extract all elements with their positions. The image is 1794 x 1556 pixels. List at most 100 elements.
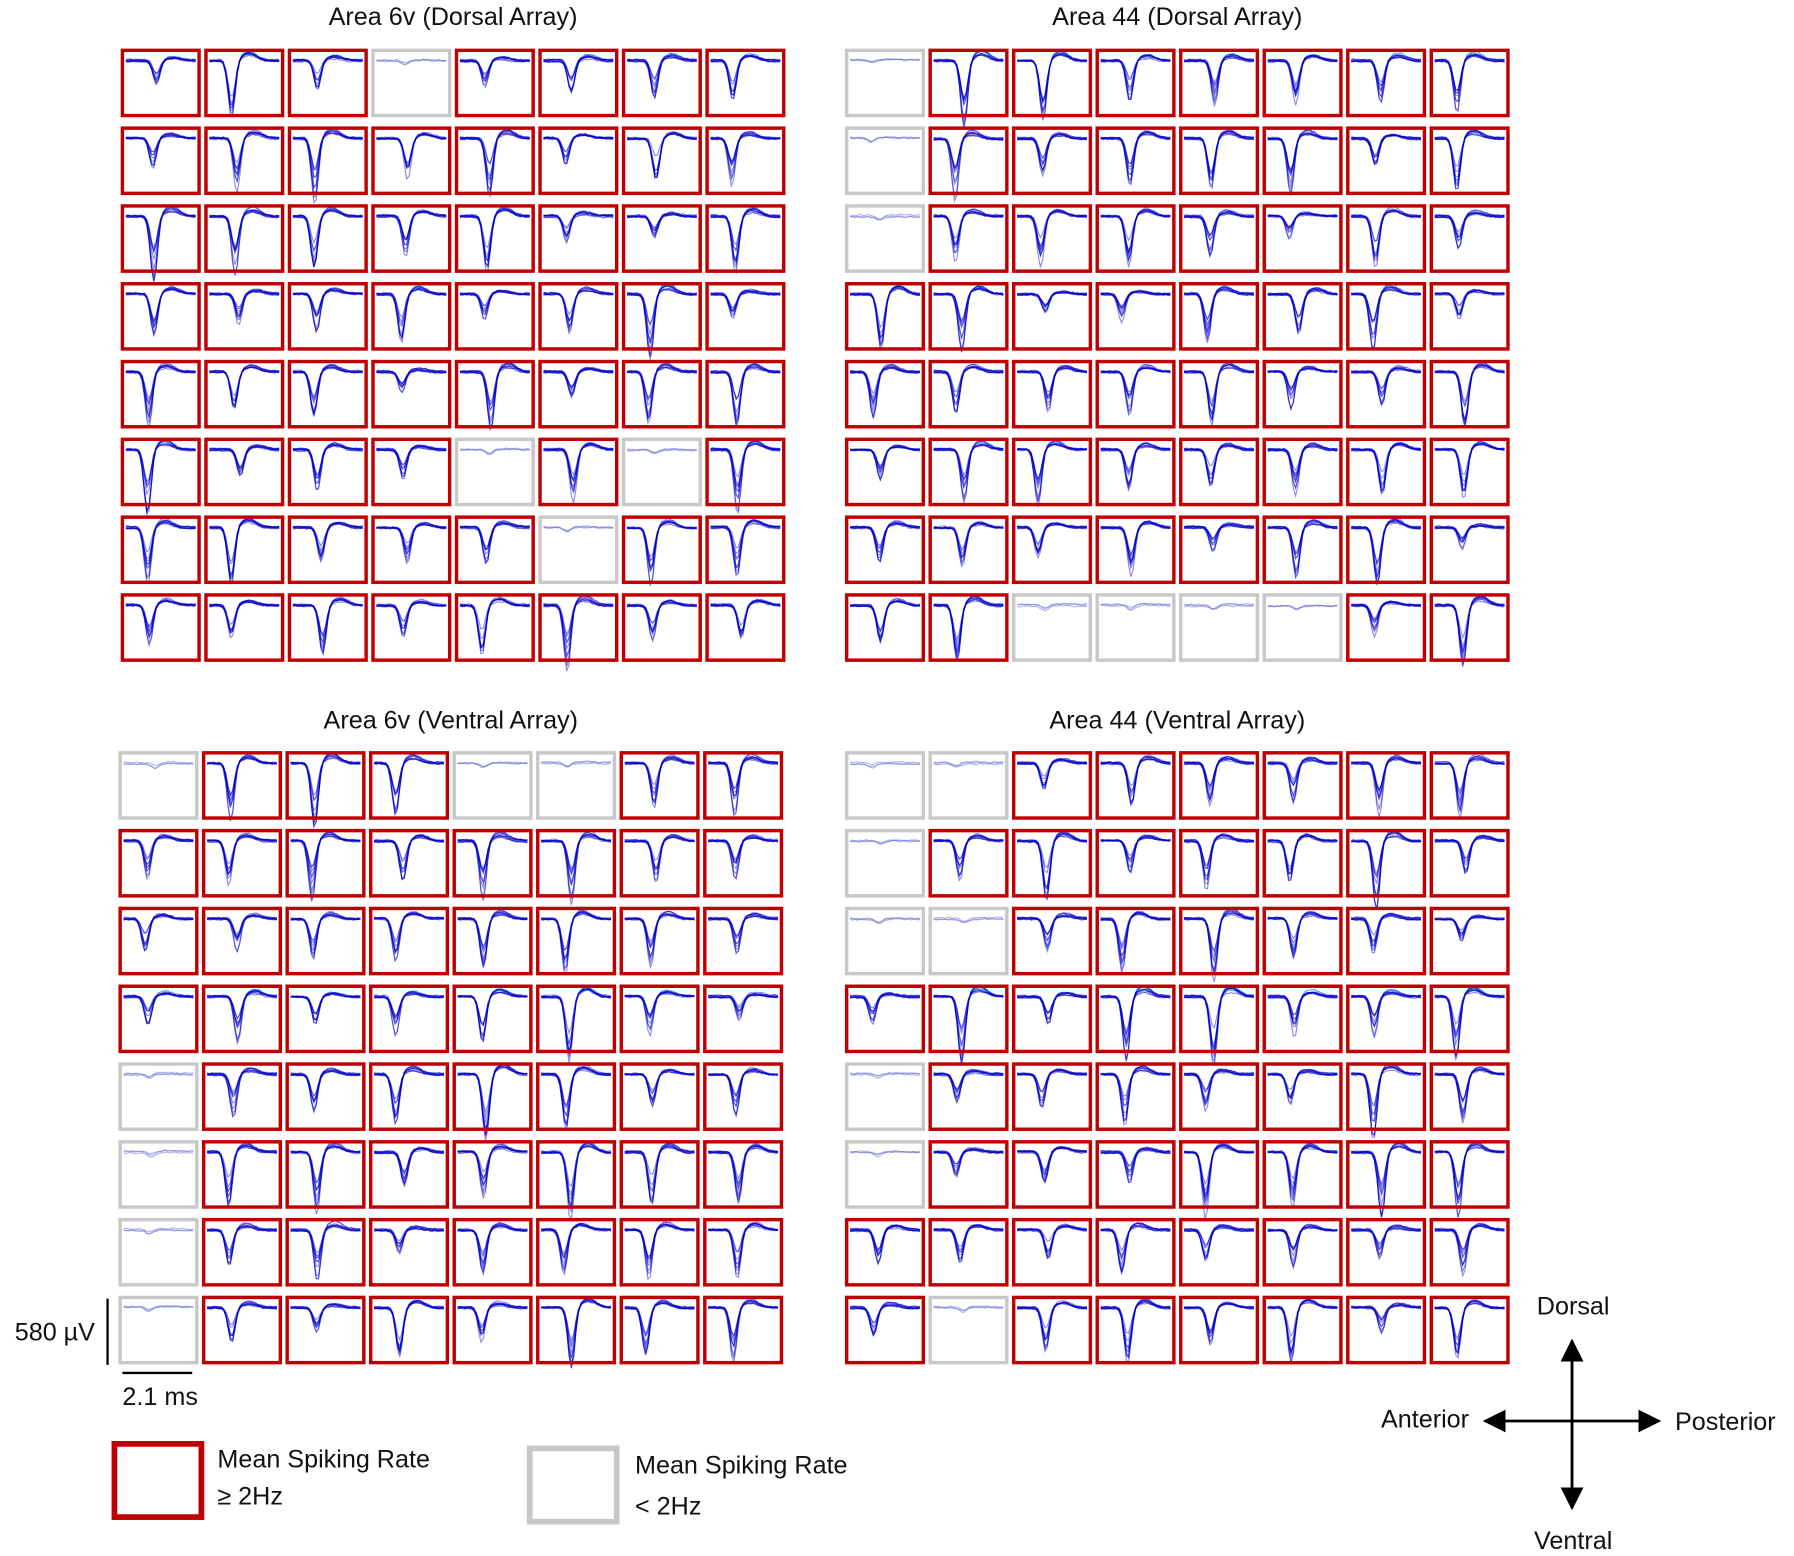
waveform xyxy=(459,522,530,550)
electrode-cell xyxy=(1346,1217,1427,1287)
waveform xyxy=(373,758,445,797)
waveform xyxy=(933,1148,1004,1172)
waveform xyxy=(1183,442,1255,484)
electrode-cell xyxy=(705,359,786,429)
waveform xyxy=(850,993,920,1009)
waveform xyxy=(1016,52,1088,114)
waveform xyxy=(1183,1302,1255,1335)
waveform xyxy=(1267,444,1338,478)
waveform xyxy=(1351,1302,1422,1335)
waveform xyxy=(933,365,1004,406)
waveform xyxy=(708,912,779,954)
waveform xyxy=(374,1227,444,1244)
waveform xyxy=(541,911,612,970)
waveform xyxy=(710,362,781,424)
waveform xyxy=(1017,209,1087,258)
waveform xyxy=(209,209,280,252)
waveform xyxy=(1184,1303,1255,1332)
electrode-cell xyxy=(454,437,535,507)
waveform xyxy=(543,290,614,316)
waveform xyxy=(1434,442,1505,490)
waveform xyxy=(624,1301,695,1351)
waveform xyxy=(1434,1299,1505,1351)
waveform xyxy=(1100,1147,1171,1174)
waveform xyxy=(374,1069,444,1105)
waveform xyxy=(933,520,1004,568)
waveform xyxy=(543,54,614,95)
waveform xyxy=(125,289,196,323)
waveform xyxy=(292,208,363,267)
waveform xyxy=(933,129,1004,197)
waveform xyxy=(1434,523,1505,539)
waveform xyxy=(1434,525,1505,541)
electrode-cell xyxy=(703,984,784,1054)
waveform xyxy=(626,602,697,625)
electrode-cell xyxy=(120,515,201,585)
waveform xyxy=(1017,210,1087,257)
waveform xyxy=(1351,442,1422,493)
waveform xyxy=(708,912,779,956)
waveform xyxy=(543,443,614,476)
waveform xyxy=(624,1145,695,1192)
panel-title: Area 44 (Dorsal Array) xyxy=(1052,3,1302,31)
waveform xyxy=(209,599,280,633)
waveform xyxy=(1016,994,1088,1014)
waveform xyxy=(624,990,695,1020)
waveform xyxy=(543,286,614,336)
waveform xyxy=(543,133,614,157)
waveform xyxy=(1184,128,1255,188)
waveform xyxy=(1184,366,1255,408)
waveform xyxy=(710,367,781,401)
waveform xyxy=(624,1300,695,1355)
waveform xyxy=(1267,1299,1338,1353)
waveform xyxy=(457,1302,528,1335)
waveform xyxy=(457,989,528,1040)
waveform xyxy=(1267,911,1338,960)
waveform xyxy=(1267,368,1338,392)
waveform xyxy=(1434,52,1505,113)
waveform xyxy=(1351,518,1422,583)
waveform xyxy=(1434,916,1505,931)
waveform xyxy=(373,992,444,1025)
waveform xyxy=(459,362,530,432)
waveform xyxy=(1184,523,1255,553)
waveform xyxy=(1017,992,1088,1023)
waveform xyxy=(209,366,280,403)
waveform xyxy=(933,1148,1004,1174)
electrode-cell xyxy=(287,126,368,196)
waveform xyxy=(543,55,614,83)
waveform xyxy=(1351,913,1422,944)
waveform xyxy=(624,756,695,802)
electrode-cell xyxy=(285,751,366,820)
electrode-cell xyxy=(371,593,452,662)
waveform xyxy=(1434,53,1505,94)
waveform xyxy=(1351,442,1422,491)
waveform xyxy=(1016,366,1088,399)
waveform xyxy=(849,285,921,347)
waveform xyxy=(374,1226,445,1247)
waveform xyxy=(1184,755,1255,801)
waveform xyxy=(373,1146,445,1176)
waveform xyxy=(1184,53,1255,107)
legend-text: Mean Spiking Rate xyxy=(217,1446,430,1474)
waveform xyxy=(292,288,363,318)
waveform xyxy=(457,1145,528,1186)
waveform xyxy=(123,835,194,872)
waveform xyxy=(1351,56,1422,83)
waveform xyxy=(933,1070,1004,1094)
waveform xyxy=(933,132,1004,174)
waveform xyxy=(1351,913,1422,954)
waveform xyxy=(543,133,614,162)
waveform xyxy=(290,752,361,826)
waveform xyxy=(1017,367,1088,393)
waveform xyxy=(1434,594,1505,667)
waveform xyxy=(710,600,781,639)
waveform xyxy=(1016,132,1088,172)
waveform xyxy=(459,364,530,422)
waveform xyxy=(1434,212,1505,236)
waveform xyxy=(1184,286,1254,344)
waveform xyxy=(209,444,280,476)
waveform xyxy=(1351,1145,1422,1188)
waveform xyxy=(933,365,1004,412)
electrode-cell xyxy=(928,437,1009,507)
